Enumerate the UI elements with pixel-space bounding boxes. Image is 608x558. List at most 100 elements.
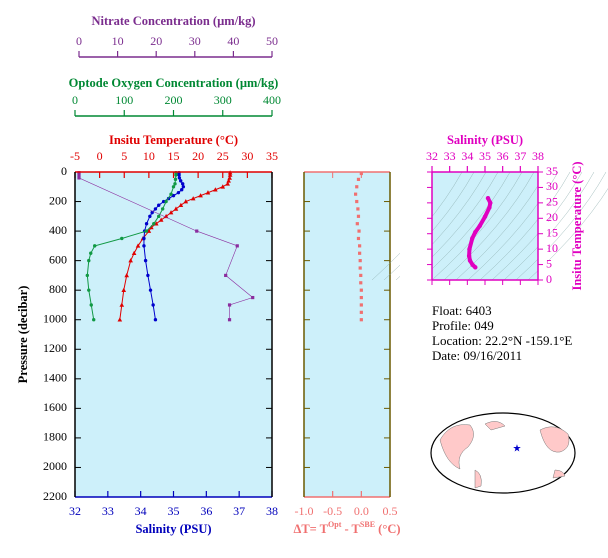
y-tick-label: 1000 [43, 311, 67, 325]
data-point [169, 192, 173, 196]
data-point [177, 176, 182, 180]
data-point [153, 207, 158, 211]
data-point [144, 222, 149, 226]
data-point [87, 258, 91, 263]
data-point [357, 229, 361, 233]
y-tick-label: 30 [546, 179, 558, 193]
data-point [355, 222, 359, 226]
x-tick-label: 15 [168, 149, 180, 163]
data-point [359, 288, 363, 292]
density-contour [384, 172, 474, 280]
data-point [178, 202, 184, 208]
data-point [227, 318, 232, 322]
data-point [356, 177, 361, 181]
data-point [174, 173, 178, 177]
data-point [168, 210, 174, 215]
data-point [482, 214, 488, 219]
x-tick-label: 50 [266, 34, 278, 48]
data-point [148, 214, 152, 219]
x-tick-label: 100 [115, 93, 133, 107]
x-tick-label: -5 [70, 149, 80, 163]
data-point [356, 236, 361, 241]
x-tick-label: 300 [214, 93, 232, 107]
axis-title: ΔT= TOpt - TSBE (°C) [293, 520, 400, 536]
y-tick-label: 800 [49, 282, 67, 296]
axis-title-part: Opt [328, 520, 342, 529]
y-tick-label: 10 [546, 241, 558, 255]
data-point [173, 182, 177, 186]
x-tick-label: 34 [461, 149, 473, 163]
data-point [359, 273, 363, 278]
data-point [235, 244, 239, 248]
data-point [173, 206, 179, 211]
data-point [131, 250, 137, 256]
density-contour [420, 172, 510, 280]
data-point [161, 199, 166, 204]
world-map: ★ [430, 412, 576, 494]
x-tick-label: 0 [72, 93, 78, 107]
x-tick-label: 30 [241, 149, 253, 163]
data-point [356, 214, 361, 218]
plot-area [75, 172, 272, 497]
data-point [152, 222, 156, 226]
density-contour [432, 172, 522, 280]
data-point [190, 196, 196, 201]
y-tick-label: 0 [546, 272, 552, 286]
x-tick-label: 36 [497, 149, 509, 163]
data-point [173, 177, 178, 182]
x-tick-label: 10 [143, 149, 155, 163]
axis-title-part: (°C) [375, 522, 400, 536]
data-point [183, 199, 189, 204]
x-tick-label: 25 [217, 149, 229, 163]
float-info: Date: 09/16/2011 [432, 348, 522, 363]
data-point [92, 318, 96, 322]
axis-title: Nitrate Concentration (µm/kg) [91, 14, 255, 28]
data-point [87, 288, 91, 292]
y-tick-label: 1800 [43, 430, 67, 444]
x-tick-label: 20 [150, 34, 162, 48]
data-point [227, 172, 233, 177]
data-point [171, 193, 176, 198]
data-point [356, 207, 360, 211]
data-point [195, 229, 199, 233]
data-point [467, 258, 473, 263]
data-point [179, 179, 183, 183]
y-tick-label: 400 [49, 223, 67, 237]
data-point [93, 244, 97, 248]
data-point [164, 199, 168, 204]
mask [538, 172, 548, 280]
y-tick-label: 5 [546, 256, 552, 270]
data-point [143, 258, 148, 263]
density-contour [480, 172, 570, 280]
data-point [470, 236, 475, 241]
data-point [144, 229, 149, 233]
axis-title-part: ΔT= T [293, 522, 328, 536]
data-point [148, 288, 153, 292]
data-point [359, 303, 363, 307]
x-tick-label: 32 [426, 149, 438, 163]
data-point [121, 287, 127, 292]
data-point [160, 207, 165, 211]
y-axis-title: Insitu Temperature (°C) [570, 161, 584, 290]
data-point [477, 223, 482, 229]
data-point [227, 303, 232, 307]
x-tick-label: 20 [192, 149, 204, 163]
data-point [359, 171, 363, 176]
data-point [205, 190, 211, 195]
data-point [251, 295, 255, 300]
data-point [355, 185, 359, 189]
data-point [151, 303, 155, 307]
data-point [473, 229, 478, 235]
data-point [359, 295, 363, 300]
y-axis-title: Pressure (decibar) [16, 286, 30, 384]
data-point [142, 236, 146, 241]
data-point [157, 203, 161, 207]
data-point [128, 258, 133, 263]
y-tick-label: 200 [49, 193, 67, 207]
x-tick-label: 0 [76, 34, 82, 48]
data-point [153, 318, 158, 322]
data-point [85, 273, 90, 278]
axis-title-part: - T [341, 522, 360, 536]
x-tick-label: 33 [444, 149, 456, 163]
y-tick-label: 1200 [43, 341, 67, 355]
